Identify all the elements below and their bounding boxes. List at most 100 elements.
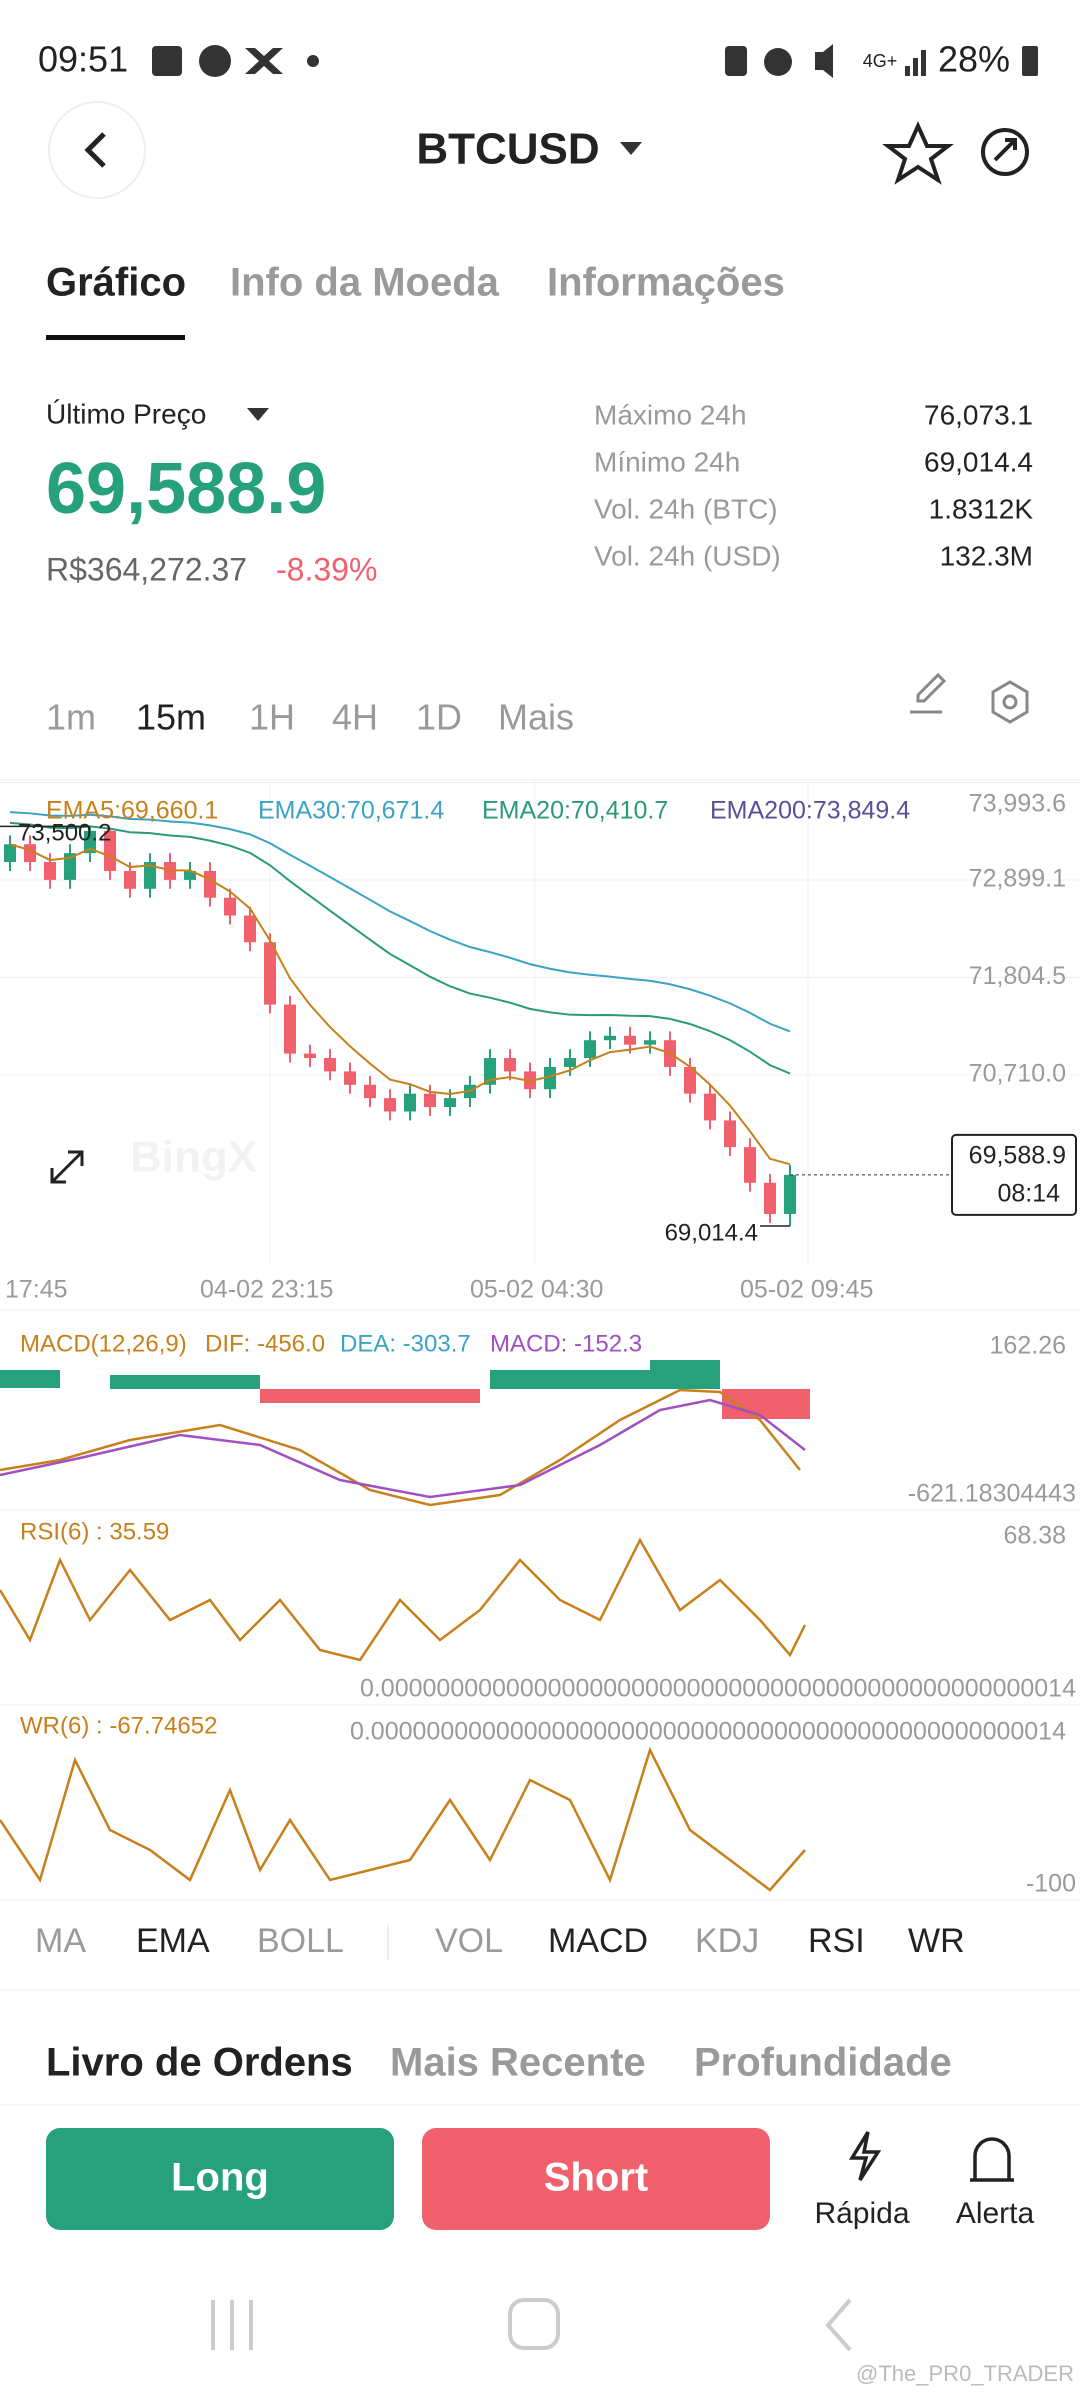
candle-body [784, 1174, 796, 1214]
candle-body [404, 1093, 416, 1112]
nav-bar [211, 2298, 852, 2352]
indicator-tab[interactable]: EMA [136, 1922, 210, 1960]
tab-underline [46, 335, 185, 340]
ema-legend: EMA20:70,410.7 [482, 797, 668, 825]
quick-label[interactable]: Rápida [814, 2197, 909, 2230]
brl-price: R$364,272.37 [46, 551, 247, 587]
indicator-tab[interactable]: RSI [808, 1922, 865, 1960]
rsi-title: RSI(6) : 35.59 [20, 1518, 169, 1545]
candle-body [224, 897, 236, 916]
share-icon[interactable] [981, 128, 1029, 176]
tab[interactable]: Info da Moeda [230, 261, 500, 305]
alert-icon[interactable] [970, 2137, 1014, 2182]
credit: @The_PR0_TRADER [856, 2361, 1074, 2386]
candle-body [84, 830, 96, 854]
price-chart: 73,993.6 72,899.1 71,804.5 70,710.0 17:45 04-… [0, 781, 1080, 1304]
indicator-tab[interactable]: MA [35, 1922, 86, 1960]
rsi-min: 0.00000000000000000000000000000000000000… [360, 1675, 1076, 1703]
price-dropdown[interactable] [247, 408, 269, 421]
ema-legend: EMA200:73,849.4 [710, 797, 910, 825]
timeframe[interactable]: Mais [498, 697, 574, 738]
tab[interactable]: Gráfico [46, 261, 186, 305]
short-label: Short [544, 2156, 648, 2200]
rsi-max: 68.38 [1003, 1522, 1066, 1550]
candle-body [284, 1004, 296, 1054]
settings-icon[interactable] [991, 680, 1029, 724]
timeframe[interactable]: 1H [249, 697, 295, 738]
candle-body [124, 870, 136, 889]
candle-body [744, 1147, 756, 1183]
candle-body [64, 853, 76, 880]
y-tick-label: 71,804.5 [969, 962, 1066, 990]
long-button[interactable] [46, 2128, 394, 2230]
fullscreen-icon[interactable] [50, 1150, 84, 1184]
candle-body [204, 870, 216, 898]
indicator-tab[interactable]: WR [908, 1922, 965, 1960]
macd-dea: DEA: -303.7 [340, 1330, 471, 1357]
price-change: -8.39% [276, 551, 377, 587]
candle-body [484, 1058, 496, 1085]
book-tab[interactable]: Livro de Ordens [46, 2041, 353, 2085]
macd-value: MACD: -152.3 [490, 1330, 642, 1357]
indicator-tab[interactable]: VOL [435, 1922, 503, 1960]
stat-value: 132.3M [940, 540, 1033, 571]
favorite-icon[interactable] [882, 121, 954, 185]
ema-legend: EMA5:69,660.1 [46, 797, 218, 825]
candle-body [104, 830, 116, 871]
last-price-label: 69,588.9 [969, 1141, 1066, 1169]
candle-body [304, 1053, 316, 1059]
symbol-dropdown[interactable] [620, 142, 642, 155]
x-tick-label: 17:45 [5, 1276, 68, 1304]
timeframe[interactable]: 4H [332, 697, 378, 738]
candle-body [724, 1120, 736, 1148]
candle-body [264, 942, 276, 1005]
spacer [1007, 686, 1010, 703]
short-button[interactable] [422, 2128, 770, 2230]
watermark: BingX [130, 1133, 257, 1182]
indicator-tab[interactable]: MACD [548, 1922, 648, 1960]
stat-label: Mínimo 24h [594, 446, 740, 477]
indicator-tab[interactable]: KDJ [695, 1922, 759, 1960]
macd-min: -621.18304443 [908, 1480, 1076, 1508]
x-tick-label: 05-02 04:30 [470, 1276, 603, 1304]
low-marker-label: 69,014.4 [665, 1219, 758, 1246]
price-label: Último Preço [46, 398, 206, 429]
candle-body [764, 1182, 776, 1214]
draw-icon[interactable] [910, 672, 947, 714]
stat-value: 76,073.1 [924, 399, 1033, 430]
quick-icon[interactable] [848, 2131, 882, 2181]
symbol-title[interactable]: BTCUSD [416, 125, 599, 174]
countdown: 08:14 [997, 1179, 1060, 1207]
timeframe[interactable]: 1D [416, 697, 462, 738]
candle-body [504, 1058, 516, 1072]
candle-body [144, 862, 156, 889]
indicator-tab[interactable]: BOLL [257, 1922, 344, 1960]
stat-label: Máximo 24h [594, 399, 747, 430]
back-icon [84, 132, 106, 168]
rsi-line [0, 1537, 807, 1662]
candle-body [444, 1098, 456, 1108]
settings-dot [1002, 694, 1018, 710]
candle-body [4, 844, 16, 863]
wr-line [0, 1746, 806, 1892]
y-tick-label: 72,899.1 [969, 865, 1066, 893]
timeframe[interactable]: 15m [136, 697, 206, 738]
book-tab[interactable]: Profundidade [694, 2041, 952, 2085]
tab[interactable]: Informações [547, 261, 785, 305]
back-button[interactable] [48, 101, 146, 199]
x-tick-label: 04-02 23:15 [200, 1276, 333, 1304]
book-tab[interactable]: Mais Recente [390, 2041, 646, 2085]
last-price-box [951, 1133, 1077, 1216]
y-tick-label: 73,993.6 [969, 790, 1066, 818]
y-tick-label: 70,710.0 [969, 1060, 1066, 1088]
status-icons [152, 44, 1038, 78]
dea-line [0, 1398, 806, 1499]
timeframe[interactable]: 1m [46, 697, 96, 738]
wr-title: WR(6) : -67.74652 [20, 1712, 217, 1739]
candle-body [704, 1093, 716, 1121]
candle-body [624, 1035, 636, 1045]
status-time: 09:51 [38, 39, 128, 80]
candle-body [644, 1040, 656, 1045]
alert-label[interactable]: Alerta [956, 2197, 1035, 2230]
